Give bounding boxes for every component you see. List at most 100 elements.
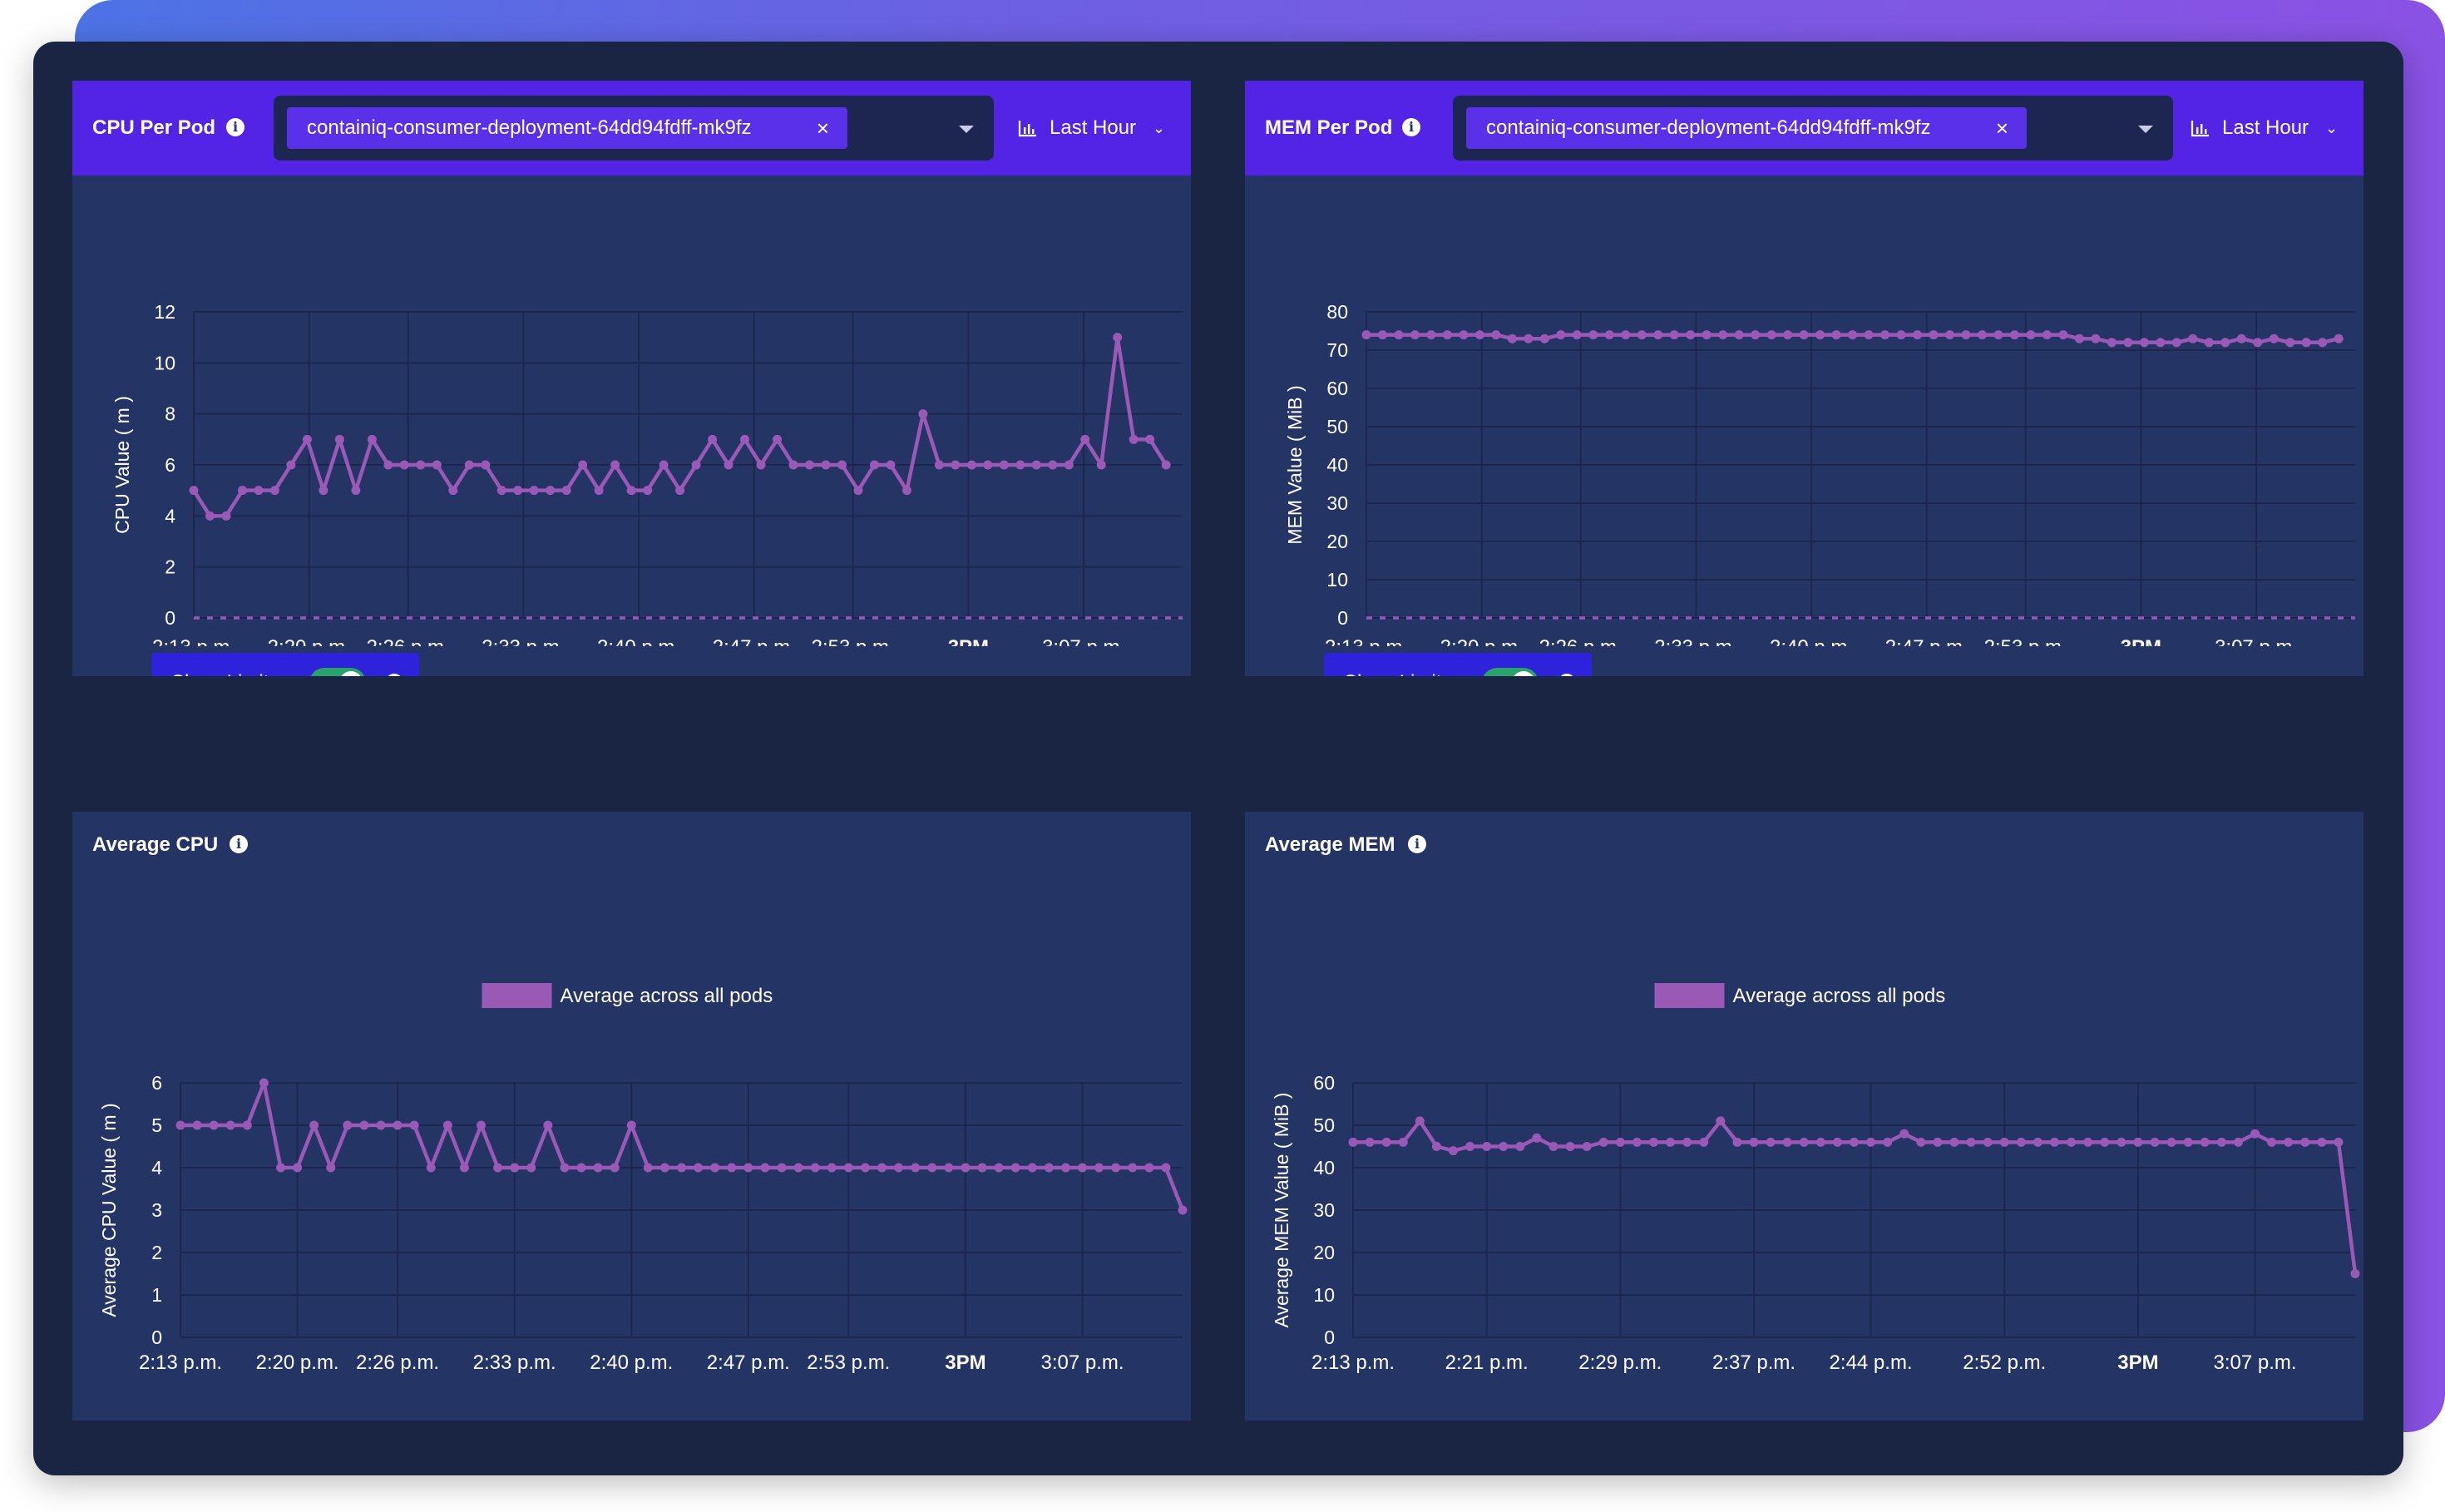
y-tick-label: 70 bbox=[1326, 339, 1348, 361]
time-range-button[interactable]: Last Hour ⌄ bbox=[2191, 81, 2357, 175]
time-range-button[interactable]: Last Hour ⌄ bbox=[1018, 81, 1184, 175]
cpu-per-pod-chart: 0 2 4 6 8 10 12 2:13 p.m. 2:20 p.m. 2:26 p.m. 2:33… bbox=[111, 301, 1183, 646]
data-point bbox=[2074, 334, 2084, 343]
data-point bbox=[1669, 330, 1679, 340]
data-point bbox=[1734, 330, 1744, 340]
data-point bbox=[2216, 1137, 2226, 1147]
data-point bbox=[1080, 434, 1090, 444]
data-point bbox=[1864, 330, 1874, 340]
x-tick-label: 2:13 p.m. bbox=[1325, 636, 1408, 646]
y-tick-label: 2 bbox=[151, 1242, 162, 1263]
y-axis-title: MEM Value ( MiB ) bbox=[1284, 385, 1306, 544]
data-point bbox=[496, 486, 506, 496]
average-cpu-panel: Average CPU i 0 1 2 3 4 5 6 2:13 p.m. 2:20 p.m. 2… bbox=[72, 812, 1191, 1421]
data-point bbox=[448, 486, 458, 496]
info-icon[interactable]: i bbox=[1558, 674, 1575, 676]
show-limits-toggle[interactable] bbox=[309, 668, 366, 676]
data-point bbox=[2334, 1137, 2344, 1147]
data-point bbox=[886, 460, 896, 470]
data-point bbox=[1415, 1116, 1425, 1126]
data-point bbox=[2123, 338, 2133, 348]
legend-swatch bbox=[1654, 983, 1725, 1008]
y-tick-label: 5 bbox=[151, 1114, 162, 1136]
data-point bbox=[1850, 1137, 1859, 1147]
data-point bbox=[869, 460, 879, 470]
data-point bbox=[269, 486, 279, 496]
data-point bbox=[1832, 1137, 1842, 1147]
data-point bbox=[1880, 330, 1890, 340]
data-point bbox=[1348, 1137, 1358, 1147]
data-point bbox=[1732, 1137, 1742, 1147]
bar-chart-icon bbox=[1018, 121, 1036, 137]
data-point bbox=[2171, 338, 2181, 348]
dropdown-caret-icon[interactable] bbox=[2138, 126, 2153, 133]
data-point bbox=[2350, 1269, 2360, 1278]
data-point bbox=[2050, 1137, 2059, 1147]
mem-per-pod-chart: 0 10 20 30 40 50 60 70 80 2:13 p.m. 2:20 p.m. 2:26 … bbox=[1284, 301, 2355, 646]
x-tick-label: 2:20 p.m. bbox=[1440, 636, 1524, 646]
data-point bbox=[2317, 1137, 2327, 1147]
data-point bbox=[1766, 1137, 1776, 1147]
y-tick-label: 12 bbox=[154, 301, 175, 323]
data-point bbox=[691, 460, 701, 470]
x-tick-label: 2:47 p.m. bbox=[713, 636, 796, 646]
data-point bbox=[1632, 1137, 1642, 1147]
x-tick-label: 3:07 p.m. bbox=[1040, 1351, 1124, 1374]
data-point bbox=[1588, 330, 1598, 340]
data-point bbox=[756, 460, 766, 470]
x-tick-label: 2:33 p.m. bbox=[1654, 636, 1737, 646]
pod-select[interactable]: containiq-consumer-deployment-64dd94fdff… bbox=[274, 96, 994, 161]
data-point bbox=[901, 486, 911, 496]
mem-per-pod-panel: MEM Per Pod i containiq-consumer-deploym… bbox=[1245, 81, 2364, 676]
x-tick-label: 2:40 p.m. bbox=[590, 1351, 673, 1374]
x-tick-label: 3PM bbox=[945, 1351, 985, 1374]
data-point bbox=[1799, 1137, 1809, 1147]
data-point bbox=[560, 1163, 570, 1173]
y-tick-label: 1 bbox=[151, 1284, 162, 1306]
data-point bbox=[740, 434, 750, 444]
data-point bbox=[1637, 330, 1647, 340]
data-point bbox=[1507, 334, 1517, 343]
x-tick-label: 3PM bbox=[948, 636, 989, 646]
data-point bbox=[2204, 338, 2214, 348]
dashboard-frame: CPU Per Pod i containiq-consumer-deploym… bbox=[33, 42, 2403, 1475]
average-mem-title: Average MEM bbox=[1265, 833, 1395, 856]
x-tick-label: 2:29 p.m. bbox=[1578, 1351, 1662, 1374]
data-point bbox=[1993, 330, 2003, 340]
remove-pod-icon[interactable]: × bbox=[1995, 116, 2008, 141]
x-tick-label: 3:07 p.m. bbox=[1042, 636, 1125, 646]
data-point bbox=[1799, 330, 1809, 340]
data-point bbox=[205, 511, 215, 521]
data-point bbox=[393, 1120, 403, 1130]
x-tick-label: 2:53 p.m. bbox=[807, 1351, 890, 1374]
selected-pod-chip: containiq-consumer-deployment-64dd94fdff… bbox=[287, 107, 847, 149]
cpu-per-pod-title: CPU Per Pod bbox=[92, 116, 216, 139]
data-point bbox=[493, 1163, 503, 1173]
x-tick-label: 2:53 p.m. bbox=[1984, 636, 2067, 646]
data-point bbox=[966, 460, 976, 470]
info-icon[interactable]: i bbox=[386, 674, 403, 676]
data-point bbox=[1377, 330, 1387, 340]
y-tick-label: 8 bbox=[165, 403, 175, 425]
data-point bbox=[1539, 334, 1549, 343]
data-point bbox=[594, 486, 604, 496]
data-point bbox=[1078, 1163, 1087, 1173]
pod-select[interactable]: containiq-consumer-deployment-64dd94fdff… bbox=[1453, 96, 2173, 161]
info-icon[interactable]: i bbox=[226, 118, 244, 136]
data-point bbox=[1113, 333, 1123, 343]
dropdown-caret-icon[interactable] bbox=[959, 126, 974, 133]
x-tick-label: 3PM bbox=[2117, 1351, 2158, 1374]
data-point bbox=[1621, 330, 1631, 340]
show-limits-toggle[interactable] bbox=[1482, 668, 1539, 676]
info-icon[interactable]: i bbox=[230, 835, 248, 853]
data-point bbox=[1615, 1137, 1625, 1147]
info-icon[interactable]: i bbox=[1408, 835, 1426, 853]
data-point bbox=[1129, 434, 1139, 444]
info-icon[interactable]: i bbox=[1402, 118, 1420, 136]
remove-pod-icon[interactable]: × bbox=[816, 116, 829, 141]
data-point bbox=[192, 1120, 202, 1130]
data-point bbox=[1361, 330, 1371, 340]
data-point bbox=[1783, 330, 1793, 340]
data-point bbox=[1094, 1163, 1104, 1173]
data-point bbox=[2250, 1129, 2260, 1139]
